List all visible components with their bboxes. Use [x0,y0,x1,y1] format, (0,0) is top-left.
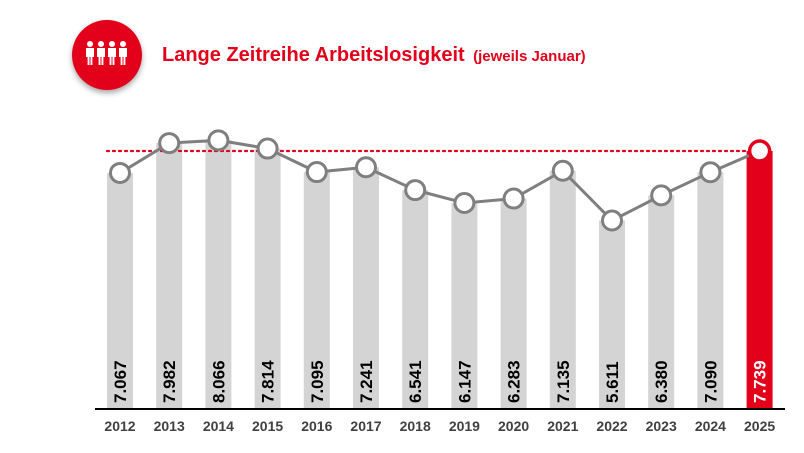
chart-header: Lange Zeitreihe Arbeitslosigkeit (jeweil… [0,0,804,100]
x-tick-label: 2020 [498,418,529,434]
data-point [699,161,722,184]
bar [599,220,625,409]
bar [549,170,576,409]
bar [451,203,478,409]
x-tick-label: 2012 [104,418,135,434]
x-tick-label: 2014 [203,418,234,434]
x-tick-label: 2017 [350,418,381,434]
bar [254,148,281,410]
bar-value-label: 6.283 [505,360,524,403]
bar [353,167,379,409]
bar [205,140,232,409]
bar [303,172,330,409]
x-tick-label: 2018 [400,418,431,434]
bar [648,195,675,409]
data-point [551,159,574,182]
bar-value-label: 6.147 [455,360,474,403]
x-tick-label: 2019 [449,418,480,434]
bar [156,143,183,410]
data-point [601,209,623,232]
bar-value-label: 7.982 [160,360,179,403]
chart-title-subtitle: (jeweils Januar) [473,48,586,65]
data-point [207,129,230,152]
bar-value-label: 7.090 [701,360,720,403]
x-tick-label: 2013 [154,418,185,434]
chart-title: Lange Zeitreihe Arbeitslosigkeit (jeweil… [162,44,586,67]
bar-value-label: 7.814 [259,360,278,403]
data-point [502,187,525,210]
bar-value-label: 7.135 [554,360,573,403]
x-tick-label: 2025 [744,418,775,434]
bar-value-label: 7.241 [357,360,376,403]
data-point [158,132,181,155]
people-group-icon [72,20,142,90]
bar [697,172,724,409]
bar-value-label: 7.739 [751,360,770,403]
data-point [256,137,279,160]
bar-value-label: 6.541 [406,360,425,403]
chart-title-main: Lange Zeitreihe Arbeitslosigkeit [162,44,465,66]
x-tick-label: 2023 [646,418,677,434]
bar-value-label: 6.380 [652,360,671,403]
data-point [355,156,377,179]
bar-value-label: 7.067 [111,360,130,403]
bar-value-label: 5.611 [603,361,622,403]
data-point [453,192,476,214]
bar-value-label: 7.095 [308,360,327,403]
data-point [109,161,131,184]
x-tick-label: 2024 [695,418,726,434]
bar [402,190,429,409]
bar-value-label: 8.066 [209,360,228,403]
x-tick-label: 2016 [301,418,332,434]
data-point-highlight [747,139,772,163]
data-point [650,184,673,207]
x-tick-label: 2015 [252,418,283,434]
x-tick-label: 2021 [547,418,578,434]
x-tick-label: 2022 [596,418,627,434]
bar [500,198,527,409]
data-point [404,179,427,202]
bar-highlight [746,151,773,409]
bar [107,172,133,409]
data-point [305,161,328,184]
